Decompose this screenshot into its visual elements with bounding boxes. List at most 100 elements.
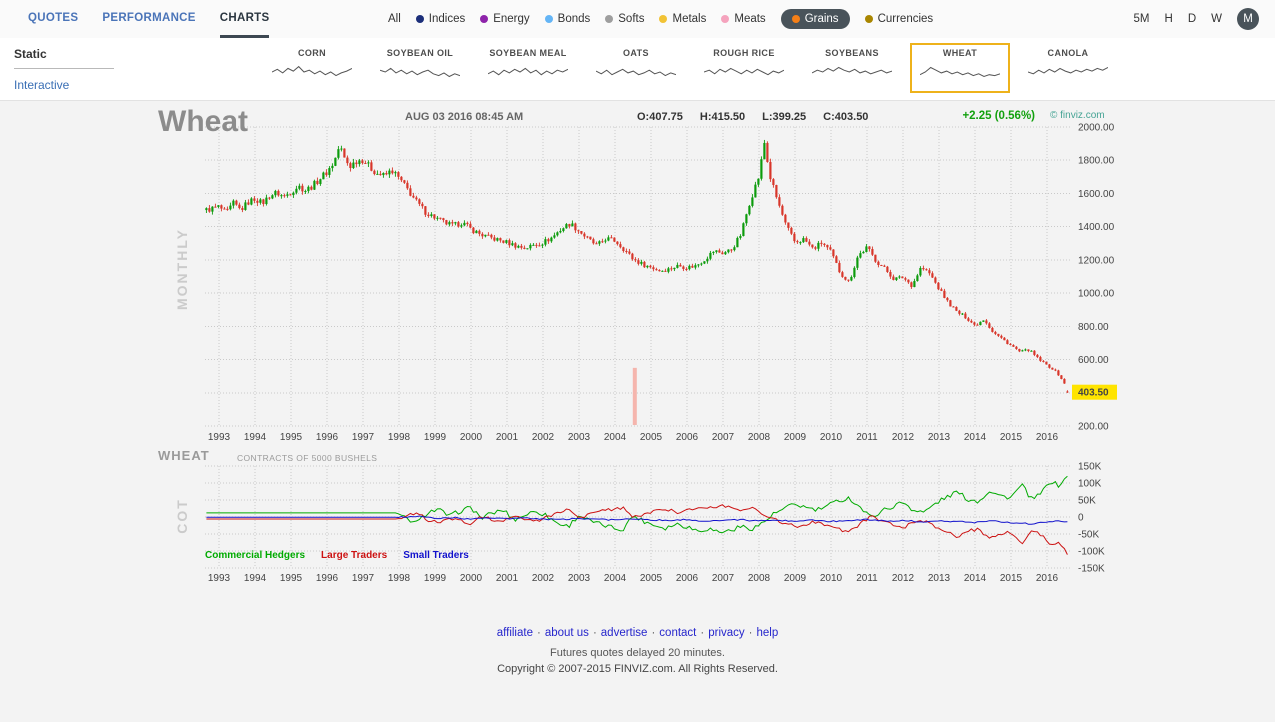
mini-sparkline [380, 60, 460, 84]
svg-text:2012: 2012 [892, 432, 915, 443]
svg-text:2012: 2012 [892, 573, 915, 584]
futures-item-wheat[interactable]: WHEAT [910, 43, 1010, 93]
price-axis-labels: 200.00400.00600.00800.001000.001200.0014… [208, 123, 1115, 444]
mini-sparkline [704, 60, 784, 84]
category-bonds[interactable]: Bonds [545, 13, 591, 25]
timeframe-5m[interactable]: 5M [1134, 13, 1150, 25]
futures-item-label: WHEAT [943, 48, 977, 58]
price-grid [205, 127, 1070, 426]
footer-link-separator: · [700, 627, 704, 639]
futures-item-oats[interactable]: OATS [586, 43, 686, 93]
svg-text:2000: 2000 [460, 432, 483, 443]
futures-item-label: CORN [298, 48, 326, 58]
legend-large-traders: Large Traders [321, 550, 387, 561]
svg-text:2014: 2014 [964, 573, 987, 584]
category-meats[interactable]: Meats [721, 13, 765, 25]
category-label: Bonds [558, 13, 591, 25]
footer-link-advertise[interactable]: advertise [601, 627, 648, 639]
nav-charts[interactable]: CHARTS [220, 0, 270, 38]
svg-text:200.00: 200.00 [1078, 422, 1109, 433]
footer-delay-note: Futures quotes delayed 20 minutes. [0, 647, 1275, 659]
category-label: Softs [618, 13, 644, 25]
futures-item-rough-rice[interactable]: ROUGH RICE [694, 43, 794, 93]
category-currencies[interactable]: Currencies [865, 13, 934, 25]
footer-link-privacy[interactable]: privacy [708, 627, 744, 639]
ohlc-l: L:399.25 [762, 111, 806, 123]
futures-item-corn[interactable]: CORN [262, 43, 362, 93]
ohlc-readout: O:407.75H:415.50L:399.25C:403.50 [637, 111, 868, 123]
category-label: Currencies [878, 13, 934, 25]
futures-item-soybean-oil[interactable]: SOYBEAN OIL [370, 43, 470, 93]
svg-text:-150K: -150K [1078, 564, 1105, 575]
timeframe-m[interactable]: M [1237, 8, 1259, 30]
svg-text:2003: 2003 [568, 432, 591, 443]
category-label: Indices [429, 13, 465, 25]
cot-chart-subtitle: CONTRACTS OF 5000 BUSHELS [237, 453, 377, 463]
category-label: Energy [493, 13, 529, 25]
timeframe-d[interactable]: D [1188, 13, 1196, 25]
category-all[interactable]: All [388, 13, 401, 25]
category-dot-softs [605, 15, 613, 23]
cot-line-large-traders [206, 505, 1067, 555]
svg-text:1996: 1996 [316, 432, 339, 443]
last-price-tag: 403.50 [1072, 385, 1117, 400]
legend-commercial-hedgers: Commercial Hedgers [205, 550, 305, 561]
futures-item-label: OATS [623, 48, 649, 58]
timeframe-h[interactable]: H [1165, 13, 1173, 25]
svg-text:2015: 2015 [1000, 573, 1023, 584]
category-label: Grains [805, 13, 839, 25]
cot-panel-label: COT [174, 491, 190, 541]
futures-item-canola[interactable]: CANOLA [1018, 43, 1118, 93]
timeframe-selector: 5M H D W M [1134, 0, 1259, 38]
svg-text:403.50: 403.50 [1078, 388, 1109, 399]
category-dot-currencies [865, 15, 873, 23]
mini-sparkline [812, 60, 892, 84]
ohlc-h: H:415.50 [700, 111, 745, 123]
category-metals[interactable]: Metals [659, 13, 706, 25]
static-tab[interactable]: Static [14, 47, 114, 69]
category-softs[interactable]: Softs [605, 13, 644, 25]
category-indices[interactable]: Indices [416, 13, 465, 25]
futures-item-soybean-meal[interactable]: SOYBEAN MEAL [478, 43, 578, 93]
chart-datetime: AUG 03 2016 08:45 AM [405, 111, 523, 123]
footer-link-help[interactable]: help [757, 627, 779, 639]
svg-text:1000.00: 1000.00 [1078, 289, 1115, 300]
timeframe-w[interactable]: W [1211, 13, 1222, 25]
category-dot-energy [480, 15, 488, 23]
finviz-watermark: © finviz.com [1050, 110, 1105, 121]
svg-text:2004: 2004 [604, 573, 627, 584]
interactive-tab[interactable]: Interactive [14, 78, 126, 92]
category-label: Meats [734, 13, 765, 25]
legend-small-traders: Small Traders [403, 550, 469, 561]
category-label: Metals [672, 13, 706, 25]
svg-text:2002: 2002 [532, 573, 555, 584]
svg-text:150K: 150K [1078, 462, 1102, 473]
footer-link-separator: · [593, 627, 597, 639]
footer-link-about-us[interactable]: about us [545, 627, 589, 639]
category-dot-bonds [545, 15, 553, 23]
category-dot-grains [792, 15, 800, 23]
nav-performance[interactable]: PERFORMANCE [102, 0, 195, 38]
footer-link-affiliate[interactable]: affiliate [497, 627, 533, 639]
category-energy[interactable]: Energy [480, 13, 529, 25]
svg-text:2008: 2008 [748, 432, 771, 443]
ohlc-o: O:407.75 [637, 111, 683, 123]
svg-text:2006: 2006 [676, 432, 699, 443]
footer-copyright: Copyright © 2007-2015 FINVIZ.com. All Ri… [0, 663, 1275, 675]
category-filter: All Indices Energy Bonds Softs Metals Meats Gra… [388, 0, 933, 38]
category-grains[interactable]: Grains [781, 9, 850, 29]
main-nav: QUOTES PERFORMANCE CHARTS [28, 0, 269, 38]
svg-text:1998: 1998 [388, 573, 411, 584]
nav-quotes[interactable]: QUOTES [28, 0, 78, 38]
svg-text:2009: 2009 [784, 573, 807, 584]
svg-text:2000.00: 2000.00 [1078, 123, 1115, 134]
cot-axis-labels: 150K100K50K0-50K-100K-150K19931994199519… [208, 462, 1105, 585]
futures-item-label: SOYBEANS [825, 48, 879, 58]
futures-item-label: SOYBEAN OIL [387, 48, 453, 58]
futures-item-soybeans[interactable]: SOYBEANS [802, 43, 902, 93]
chart-title: Wheat [158, 105, 248, 139]
footer-link-contact[interactable]: contact [659, 627, 696, 639]
monthly-candlestick-series [205, 140, 1068, 393]
svg-text:1999: 1999 [424, 432, 447, 443]
svg-text:2016: 2016 [1036, 432, 1059, 443]
